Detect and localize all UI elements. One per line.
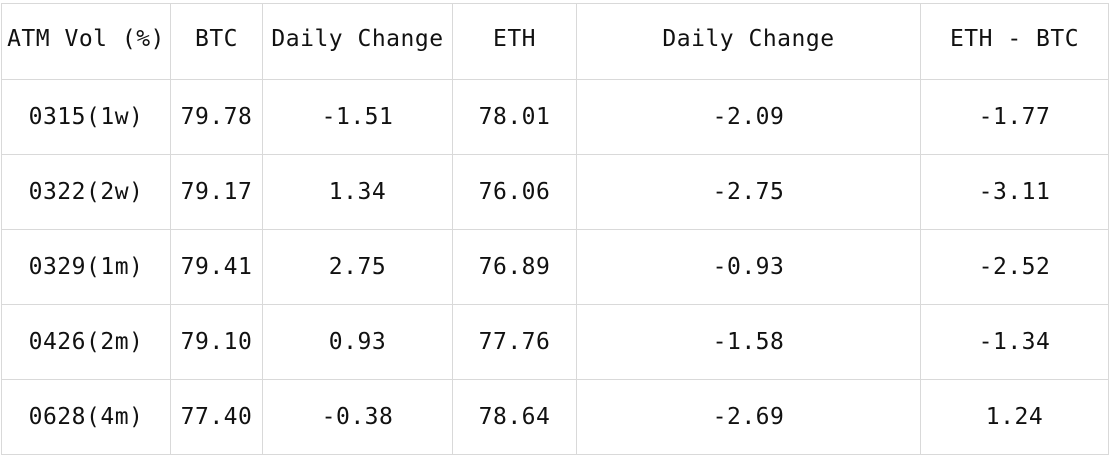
cell-eth-daily-change: -0.93	[576, 229, 921, 305]
cell-eth: 78.64	[452, 379, 577, 455]
cell-btc-daily-change: 2.75	[262, 229, 453, 305]
cell-btc: 79.10	[170, 304, 263, 380]
cell-btc: 79.17	[170, 154, 263, 230]
header-row: ATM Vol (%) BTC Daily Change ETH Daily C…	[1, 3, 1109, 80]
header-btc-daily-change: Daily Change	[262, 3, 453, 80]
cell-eth-minus-btc: -2.52	[920, 229, 1109, 305]
header-eth-daily-change: Daily Change	[576, 3, 921, 80]
cell-btc: 79.41	[170, 229, 263, 305]
cell-eth-minus-btc: -1.77	[920, 79, 1109, 155]
header-eth: ETH	[452, 3, 577, 80]
table-row: 0426(2m) 79.10 0.93 77.76 -1.58 -1.34	[1, 304, 1109, 380]
table-row: 0315(1w) 79.78 -1.51 78.01 -2.09 -1.77	[1, 79, 1109, 155]
cell-eth: 76.06	[452, 154, 577, 230]
table-row: 0628(4m) 77.40 -0.38 78.64 -2.69 1.24	[1, 379, 1109, 455]
cell-eth-minus-btc: -3.11	[920, 154, 1109, 230]
cell-eth-daily-change: -2.09	[576, 79, 921, 155]
cell-eth-minus-btc: 1.24	[920, 379, 1109, 455]
cell-expiry: 0628(4m)	[1, 379, 171, 455]
cell-eth: 76.89	[452, 229, 577, 305]
cell-btc-daily-change: 1.34	[262, 154, 453, 230]
cell-eth: 77.76	[452, 304, 577, 380]
cell-btc: 77.40	[170, 379, 263, 455]
header-eth-minus-btc: ETH - BTC	[920, 3, 1109, 80]
cell-eth: 78.01	[452, 79, 577, 155]
atm-vol-table: ATM Vol (%) BTC Daily Change ETH Daily C…	[1, 3, 1109, 455]
cell-expiry: 0315(1w)	[1, 79, 171, 155]
cell-eth-minus-btc: -1.34	[920, 304, 1109, 380]
cell-btc-daily-change: -0.38	[262, 379, 453, 455]
cell-btc: 79.78	[170, 79, 263, 155]
table-row: 0322(2w) 79.17 1.34 76.06 -2.75 -3.11	[1, 154, 1109, 230]
cell-btc-daily-change: 0.93	[262, 304, 453, 380]
cell-eth-daily-change: -2.75	[576, 154, 921, 230]
header-btc: BTC	[170, 3, 263, 80]
cell-expiry: 0329(1m)	[1, 229, 171, 305]
cell-expiry: 0426(2m)	[1, 304, 171, 380]
header-atm-vol: ATM Vol (%)	[1, 3, 171, 80]
cell-expiry: 0322(2w)	[1, 154, 171, 230]
cell-btc-daily-change: -1.51	[262, 79, 453, 155]
table-row: 0329(1m) 79.41 2.75 76.89 -0.93 -2.52	[1, 229, 1109, 305]
cell-eth-daily-change: -1.58	[576, 304, 921, 380]
cell-eth-daily-change: -2.69	[576, 379, 921, 455]
